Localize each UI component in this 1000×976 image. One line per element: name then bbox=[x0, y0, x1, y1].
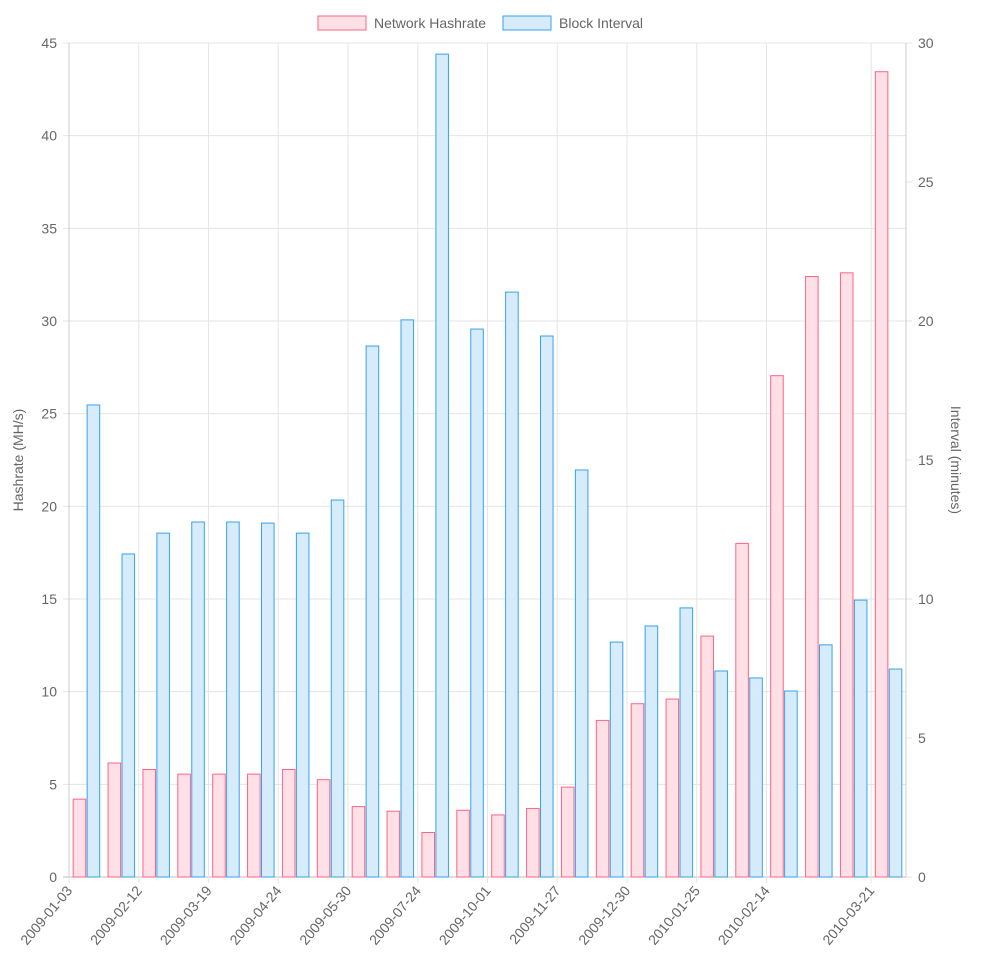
y2-tick-label: 5 bbox=[918, 730, 926, 746]
legend-swatch-interval[interactable] bbox=[502, 15, 552, 31]
interval-bar bbox=[470, 328, 484, 878]
hashrate-bar bbox=[247, 773, 261, 878]
bars bbox=[72, 53, 903, 878]
y-tick-label: 25 bbox=[41, 406, 57, 422]
y2-tick-label: 20 bbox=[918, 313, 934, 329]
interval-bar bbox=[400, 319, 415, 878]
x-tick-label: 2009-05-30 bbox=[296, 882, 354, 947]
interval-bar bbox=[888, 668, 903, 878]
interval-bar bbox=[156, 532, 170, 878]
y2-axis-title: Interval (minutes) bbox=[948, 406, 964, 514]
interval-bar bbox=[295, 532, 310, 878]
x-tick-label: 2009-12-30 bbox=[575, 882, 633, 947]
y-tick-label: 45 bbox=[41, 35, 57, 51]
y2-tick-label: 25 bbox=[918, 174, 934, 190]
interval-bar bbox=[365, 345, 380, 878]
legend[interactable]: Network Hashrate Block Interval bbox=[317, 15, 643, 31]
hashrate-bar bbox=[630, 703, 645, 878]
hashrate-bar bbox=[351, 806, 366, 878]
y-tick-label: 15 bbox=[41, 591, 57, 607]
legend-label-hashrate[interactable]: Network Hashrate bbox=[374, 15, 486, 31]
x-tick-label: 2009-02-12 bbox=[87, 882, 145, 947]
hashrate-bar bbox=[142, 769, 156, 878]
hashrate-bar bbox=[316, 779, 331, 878]
y-tick-label: 30 bbox=[41, 313, 57, 329]
legend-label-interval[interactable]: Block Interval bbox=[559, 15, 643, 31]
interval-bar bbox=[226, 521, 240, 878]
x-tick-label: 2009-10-01 bbox=[436, 882, 494, 947]
interval-bar bbox=[819, 644, 833, 878]
y2-tick-label: 10 bbox=[918, 591, 934, 607]
interval-bar bbox=[574, 469, 589, 878]
interval-bar bbox=[784, 690, 798, 878]
y2-tick-label: 30 bbox=[918, 35, 934, 51]
interval-bar bbox=[714, 670, 728, 878]
hashrate-bar bbox=[421, 832, 435, 878]
x-tick-label: 2009-04-24 bbox=[226, 882, 284, 947]
hashrate-bar bbox=[735, 542, 749, 878]
hashrate-bar bbox=[770, 375, 784, 878]
interval-bar bbox=[191, 521, 205, 878]
hashrate-bar bbox=[595, 719, 610, 878]
hashrate-bar bbox=[526, 807, 540, 878]
interval-bar bbox=[679, 607, 694, 878]
interval-bar bbox=[435, 53, 449, 878]
interval-bar bbox=[644, 625, 659, 878]
hashrate-bar bbox=[700, 635, 714, 878]
hashrate-bar bbox=[839, 272, 854, 878]
y-tick-label: 20 bbox=[41, 498, 57, 514]
hashrate-bar bbox=[665, 698, 680, 878]
y-tick-label: 35 bbox=[41, 220, 57, 236]
legend-swatch-hashrate[interactable] bbox=[317, 15, 367, 31]
y-axis-title: Hashrate (MH/s) bbox=[10, 409, 26, 512]
interval-bar bbox=[261, 522, 275, 878]
interval-bar bbox=[749, 677, 763, 878]
hashrate-bar bbox=[386, 810, 401, 878]
y-tick-label: 40 bbox=[41, 128, 57, 144]
hashrate-bar bbox=[72, 798, 87, 878]
interval-bar bbox=[609, 641, 624, 878]
y-tick-label: 0 bbox=[49, 869, 57, 885]
x-tick-label: 2009-01-03 bbox=[17, 882, 75, 947]
hashrate-bar bbox=[805, 276, 819, 878]
x-tick-label: 2009-11-27 bbox=[506, 882, 564, 947]
x-tick-label: 2010-01-25 bbox=[645, 882, 703, 947]
y2-tick-label: 15 bbox=[918, 452, 934, 468]
interval-bar bbox=[121, 553, 136, 878]
x-tick-label: 2010-02-14 bbox=[715, 882, 773, 947]
hashrate-bar bbox=[177, 773, 191, 878]
hashrate-bar bbox=[560, 786, 575, 878]
hashrate-bar bbox=[212, 773, 226, 878]
y-tick-label: 5 bbox=[49, 776, 57, 792]
interval-bar bbox=[330, 499, 345, 878]
x-tick-label: 2009-07-24 bbox=[366, 882, 424, 947]
x-tick-label: 2009-03-19 bbox=[157, 882, 215, 947]
interval-bar bbox=[86, 404, 101, 878]
hashrate-bar bbox=[456, 809, 470, 878]
hashrate-bar bbox=[107, 762, 122, 878]
hashrate-bar bbox=[281, 769, 296, 878]
interval-bar bbox=[505, 291, 519, 878]
hashrate-bar bbox=[874, 71, 889, 878]
x-tick-label: 2010-03-21 bbox=[819, 882, 877, 947]
hashrate-bar bbox=[491, 814, 505, 878]
y2-tick-label: 0 bbox=[918, 869, 926, 885]
interval-bar bbox=[540, 335, 554, 878]
interval-bar bbox=[853, 599, 868, 878]
y-tick-label: 10 bbox=[41, 684, 57, 700]
